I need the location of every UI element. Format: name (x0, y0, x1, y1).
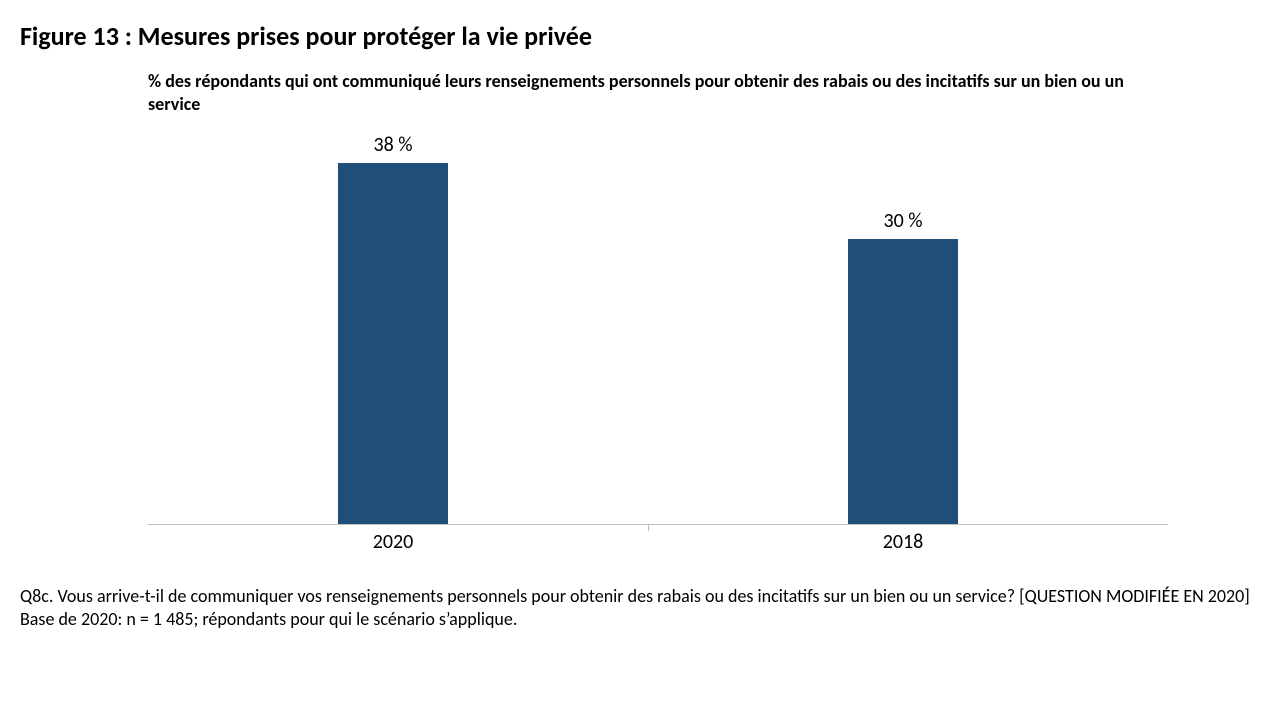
x-axis-label: 2020 (338, 530, 448, 554)
footnote: Q8c. Vous arrive-t-il de communiquer vos… (20, 585, 1260, 632)
bar-value-label: 38 % (373, 133, 412, 157)
x-axis-label: 2018 (848, 530, 958, 554)
bar-group: 30 % (848, 209, 958, 524)
footnote-base: Base de 2020: n = 1 485; répondants pour… (20, 608, 1260, 631)
bar-chart: 38 %30 % 2020 2018 (148, 145, 1168, 565)
bar (338, 163, 448, 524)
figure-title: Figure 13 : Mesures prises pour protéger… (20, 20, 1260, 52)
footnote-question: Q8c. Vous arrive-t-il de communiquer vos… (20, 585, 1260, 608)
bar-group: 38 % (338, 133, 448, 524)
bar (848, 239, 958, 524)
plot-area: 38 %30 % (148, 145, 1168, 525)
chart-subtitle: % des répondants qui ont communiqué leur… (148, 70, 1148, 115)
bar-value-label: 30 % (883, 209, 922, 233)
x-axis-labels: 2020 2018 (148, 530, 1168, 560)
